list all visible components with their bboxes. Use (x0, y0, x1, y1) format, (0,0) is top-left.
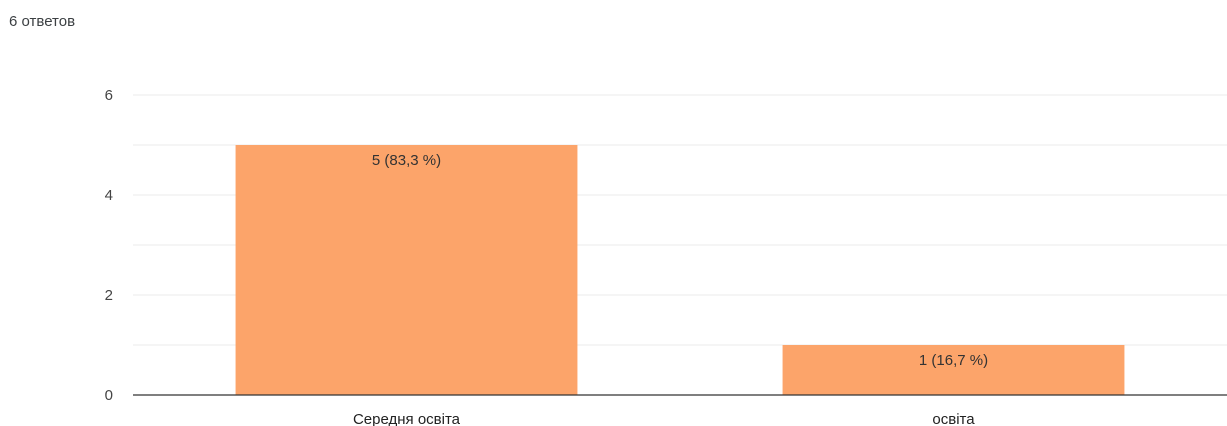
bar (235, 145, 578, 395)
data-label: 5 (83,3 %) (372, 152, 441, 169)
x-axis-labels: Середня освіта освіта (353, 411, 975, 426)
y-tick-label: 6 (105, 87, 113, 104)
responses-count: 6 ответов (9, 13, 76, 30)
bar (782, 345, 1125, 395)
data-label: 1 (16,7 %) (919, 352, 988, 369)
y-tick-label: 2 (105, 287, 113, 304)
category-label: Середня освіта (353, 411, 461, 426)
data-labels: 5 (83,3 %) 1 (16,7 %) (372, 152, 988, 369)
category-label: освіта (932, 411, 975, 426)
y-tick-label: 4 (105, 187, 113, 204)
bars (235, 145, 1125, 395)
y-tick-label: 0 (105, 387, 113, 404)
y-axis-ticks: 0 2 4 6 (105, 87, 113, 404)
